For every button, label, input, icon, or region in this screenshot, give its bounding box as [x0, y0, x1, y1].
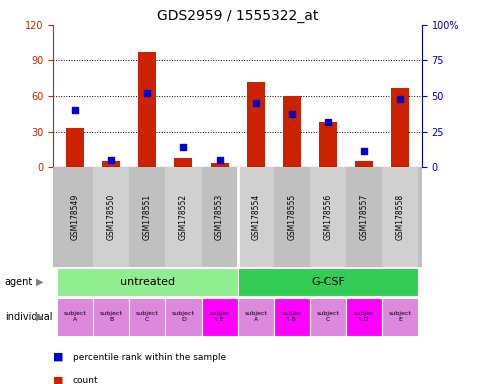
- Bar: [381, 167, 418, 267]
- Text: subject
D: subject D: [172, 311, 195, 322]
- Bar: [246, 82, 264, 167]
- Text: subjec
t E: subjec t E: [209, 311, 229, 322]
- Text: GSM178555: GSM178555: [287, 194, 296, 240]
- Bar: [129, 167, 165, 267]
- Bar: [346, 298, 381, 336]
- Bar: [129, 298, 165, 336]
- Text: count: count: [73, 376, 98, 384]
- Bar: [273, 167, 309, 267]
- Bar: [138, 52, 156, 167]
- Bar: [93, 167, 129, 267]
- Bar: [174, 157, 192, 167]
- Bar: [165, 167, 201, 267]
- Text: subject
C: subject C: [316, 311, 339, 322]
- Text: percentile rank within the sample: percentile rank within the sample: [73, 353, 226, 362]
- Text: subject
E: subject E: [388, 311, 411, 322]
- Text: subjec
t B: subjec t B: [281, 311, 302, 322]
- Bar: [165, 298, 201, 336]
- Bar: [381, 298, 418, 336]
- Bar: [210, 164, 228, 167]
- Text: subject
A: subject A: [63, 311, 86, 322]
- Bar: [102, 161, 120, 167]
- Bar: [346, 167, 381, 267]
- Text: ■: ■: [53, 352, 64, 362]
- Bar: [318, 122, 336, 167]
- Text: GSM178557: GSM178557: [359, 194, 368, 240]
- Title: GDS2959 / 1555322_at: GDS2959 / 1555322_at: [157, 8, 318, 23]
- Text: ■: ■: [53, 375, 64, 384]
- Text: GSM178554: GSM178554: [251, 194, 260, 240]
- Text: GSM178550: GSM178550: [106, 194, 115, 240]
- Bar: [201, 298, 237, 336]
- Text: agent: agent: [5, 277, 33, 287]
- Text: ▶: ▶: [36, 312, 44, 322]
- Bar: [309, 167, 346, 267]
- Bar: [391, 88, 408, 167]
- Text: ▶: ▶: [36, 277, 44, 287]
- Bar: [237, 298, 273, 336]
- Bar: [57, 167, 93, 267]
- Bar: [309, 298, 346, 336]
- Bar: [66, 128, 84, 167]
- Text: GSM178549: GSM178549: [70, 194, 79, 240]
- Text: subject
A: subject A: [244, 311, 267, 322]
- Bar: [93, 298, 129, 336]
- Text: subject
B: subject B: [100, 311, 122, 322]
- Bar: [57, 298, 93, 336]
- Text: GSM178551: GSM178551: [142, 194, 151, 240]
- Text: subjec
t D: subjec t D: [353, 311, 374, 322]
- Text: untreated: untreated: [120, 277, 175, 287]
- Text: subject
C: subject C: [136, 311, 158, 322]
- Text: GSM178556: GSM178556: [323, 194, 332, 240]
- Text: GSM178553: GSM178553: [214, 194, 224, 240]
- Text: GSM178552: GSM178552: [179, 194, 188, 240]
- Bar: [354, 161, 372, 167]
- Text: GSM178558: GSM178558: [395, 194, 404, 240]
- Bar: [201, 167, 237, 267]
- Bar: [237, 167, 273, 267]
- Text: individual: individual: [5, 312, 52, 322]
- Bar: [273, 298, 309, 336]
- Bar: [57, 268, 237, 296]
- Bar: [282, 96, 300, 167]
- Bar: [237, 268, 418, 296]
- Text: G-CSF: G-CSF: [310, 277, 344, 287]
